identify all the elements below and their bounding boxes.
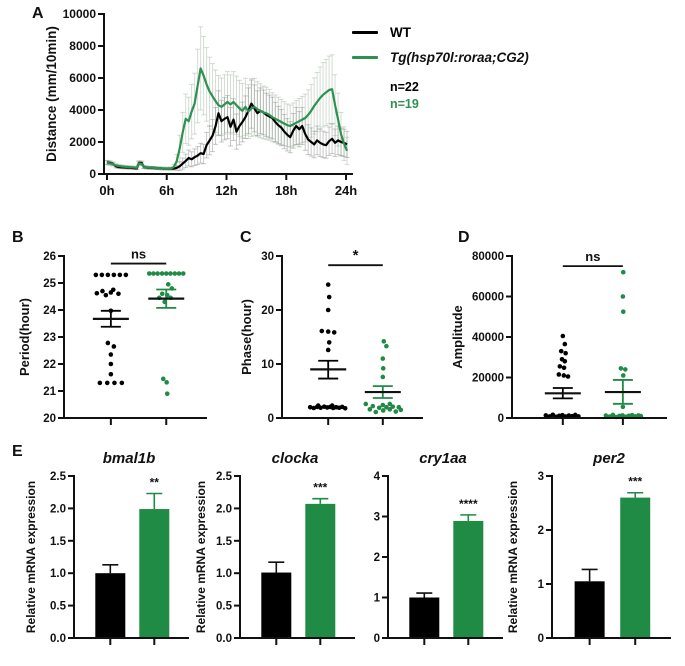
svg-text:0.0: 0.0 [50,633,66,645]
svg-text:Amplitude: Amplitude [450,305,465,369]
svg-text:Relative mRNA expression: Relative mRNA expression [506,481,520,633]
svg-text:20000: 20000 [472,373,504,385]
panel-label-c: C [240,229,252,246]
svg-text:0: 0 [498,413,504,425]
svg-text:***: *** [628,475,642,489]
svg-text:ns: ns [585,249,600,264]
svg-text:*: * [353,247,359,264]
svg-text:0: 0 [538,633,544,645]
svg-text:0.0: 0.0 [216,633,232,645]
phase-scatter-chart: * 0 10 20 30 Phase(hour) [238,240,438,443]
svg-text:10000: 10000 [63,7,97,21]
panel-label-b: B [12,229,24,246]
svg-text:4: 4 [374,471,381,483]
sample-size-tg: n=19 [390,97,419,111]
panel-label-a: A [32,5,44,22]
svg-text:bmal1b: bmal1b [103,450,156,467]
svg-text:1.5: 1.5 [50,536,67,548]
svg-text:6h: 6h [159,183,174,198]
panel-label-e: E [12,443,23,460]
sample-size-wt: n=22 [390,80,419,94]
svg-text:24: 24 [43,305,56,317]
legend-label-wt: WT [390,25,411,40]
svg-text:0: 0 [374,633,380,645]
svg-text:1: 1 [374,593,381,605]
svg-text:3: 3 [374,512,380,524]
svg-text:clocka: clocka [272,450,319,467]
svg-text:Relative mRNA expression: Relative mRNA expression [24,481,38,633]
period-scatter-chart: ns 20 21 22 23 24 25 26 Period(hour) [16,240,222,443]
svg-text:80000: 80000 [472,251,504,263]
svg-text:25: 25 [43,278,56,290]
svg-text:2.0: 2.0 [216,503,232,515]
activity-line-chart: 0 2000 4000 6000 8000 10000 Distance (mm/10min… [40,0,358,231]
sample-sizes: n=22 n=19 [390,79,652,113]
svg-text:2.5: 2.5 [216,471,233,483]
svg-text:Distance (mm/10min): Distance (mm/10min) [44,26,59,162]
svg-text:Period(hour): Period(hour) [17,298,32,376]
svg-text:23: 23 [43,332,56,344]
svg-text:2: 2 [374,552,380,564]
svg-text:40000: 40000 [472,332,504,344]
svg-text:20: 20 [261,305,274,317]
svg-text:22: 22 [43,359,56,371]
svg-text:0h: 0h [99,183,114,198]
svg-text:1.0: 1.0 [216,568,232,580]
svg-text:Phase(hour): Phase(hour) [239,299,254,375]
svg-text:21: 21 [43,386,56,398]
legend-item-wt: WT [352,20,652,45]
wt-line-swatch-icon [352,31,378,34]
svg-text:1.5: 1.5 [216,536,233,548]
svg-text:26: 26 [43,251,56,263]
tg-line-swatch-icon [352,56,378,59]
bmal1b-bar-chart: bmal1b ** 0.0 0.5 1.0 1.5 2.0 2.5 Relative mRNA … [22,446,194,666]
svg-text:per2: per2 [592,450,625,467]
svg-text:****: **** [459,497,478,511]
svg-text:0: 0 [268,413,274,425]
svg-text:1.0: 1.0 [50,568,66,580]
clocka-bar-chart: clocka *** 0.0 0.5 1.0 1.5 2.0 2.5 Relative mRNA… [192,446,360,666]
svg-text:cry1aa: cry1aa [419,450,467,467]
svg-text:2: 2 [538,525,544,537]
svg-text:4000: 4000 [69,103,96,117]
svg-text:***: *** [313,481,327,495]
legend-label-tg: Tg(hsp70l:roraa;CG2) [390,50,529,65]
svg-text:18h: 18h [275,183,297,198]
legend-item-tg: Tg(hsp70l:roraa;CG2) [352,45,652,70]
svg-text:3: 3 [538,471,544,483]
amplitude-scatter-chart: ns 0 20000 40000 60000 80000 Amplitude [448,240,678,443]
svg-text:0.5: 0.5 [50,601,67,613]
svg-text:0.5: 0.5 [216,601,233,613]
svg-text:8000: 8000 [69,39,96,53]
svg-text:12h: 12h [215,183,237,198]
svg-text:60000: 60000 [472,292,504,304]
svg-text:2.5: 2.5 [50,471,67,483]
svg-text:Relative mRNA expression: Relative mRNA expression [194,481,208,633]
svg-text:24h: 24h [335,183,357,198]
legend: WT Tg(hsp70l:roraa;CG2) n=22 n=19 [352,20,652,113]
svg-text:0: 0 [89,167,96,181]
svg-text:2000: 2000 [69,135,96,149]
svg-text:20: 20 [43,413,56,425]
svg-text:1: 1 [538,579,545,591]
per2-bar-chart: per2 *** 0 1 2 3 Relative mRNA expression [504,446,684,666]
svg-text:30: 30 [261,251,274,263]
cry1aa-bar-chart: cry1aa **** 0 1 2 3 4 [348,446,516,666]
svg-text:2.0: 2.0 [50,503,66,515]
svg-text:**: ** [150,475,160,489]
panel-label-d: D [458,229,470,246]
svg-text:6000: 6000 [69,71,96,85]
svg-text:10: 10 [261,359,274,371]
svg-text:ns: ns [131,247,146,262]
